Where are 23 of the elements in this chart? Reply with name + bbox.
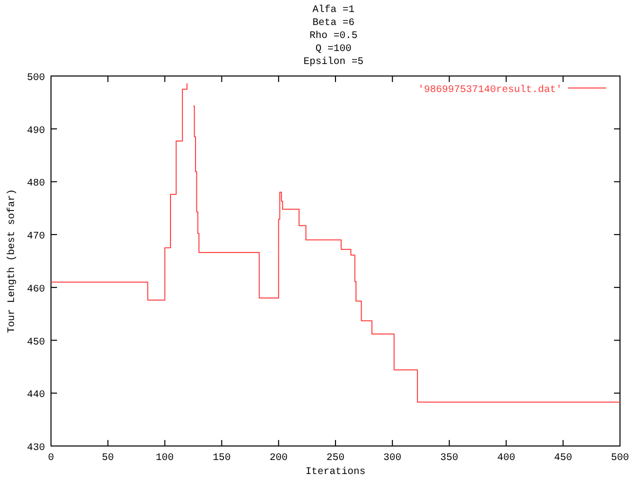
legend-label: '986997537140result.dat' [418, 84, 562, 96]
y-tick-label: 470 [26, 232, 45, 243]
x-tick-label: 200 [270, 453, 288, 464]
x-tick-label: 50 [102, 453, 114, 464]
y-axis-title: Tour Length (best sofar) [6, 188, 18, 334]
x-tick-label: 500 [610, 453, 630, 464]
y-tick-label: 440 [26, 390, 45, 402]
x-axis-title: Iterations [305, 466, 366, 478]
y-tick-label: 450 [26, 337, 45, 348]
y-tick-label: 480 [26, 178, 45, 190]
y-tick-label: 460 [26, 284, 45, 296]
y-tick-label: 430 [26, 443, 45, 454]
x-tick-label: 100 [156, 453, 174, 464]
x-tick-label: 400 [497, 453, 516, 464]
x-tick-label: 0 [48, 453, 54, 464]
y-tick-label: 500 [26, 73, 45, 84]
chart-title: Alfa =1 Beta =6 Rho =0.5 Q =100 Epsilon =5 [303, 4, 364, 68]
y-tick-label: 490 [26, 126, 45, 137]
x-tick-label: 300 [383, 453, 402, 464]
x-tick-label: 450 [554, 453, 572, 464]
x-tick-label: 250 [326, 453, 345, 464]
x-tick-label: 350 [440, 453, 458, 464]
x-tick-label: 150 [212, 453, 231, 464]
